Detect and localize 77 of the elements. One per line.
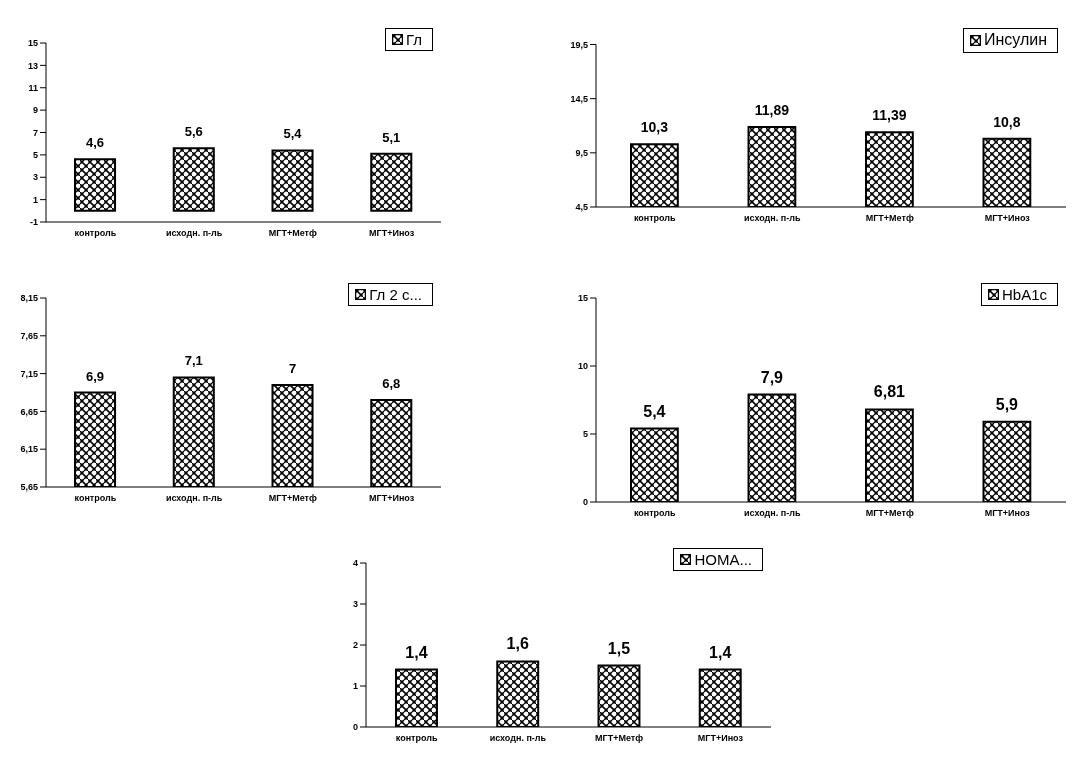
x-tick-label: МГТ+Иноз	[984, 213, 1031, 224]
y-tick-label: 6,15	[20, 444, 38, 455]
y-tick-label: 5,65	[20, 482, 38, 493]
y-tick-label: 3	[32, 172, 38, 183]
y-tick-label: 15	[27, 38, 38, 49]
y-tick-label: 4,5	[575, 202, 588, 213]
y-tick-label: 10	[577, 361, 588, 372]
y-tick-label: 13	[27, 60, 38, 71]
data-label: 11,39	[872, 107, 907, 124]
data-label: 5,4	[643, 402, 666, 420]
y-tick-label: 7	[32, 127, 38, 138]
legend-label: Гл 2 с...	[369, 286, 422, 303]
y-tick-label: 4	[352, 558, 358, 569]
x-tick-label: МГТ+Иноз	[984, 508, 1031, 519]
x-tick-label: МГТ+Метф	[268, 228, 317, 239]
x-tick-label: контроль	[74, 493, 117, 504]
x-tick-label: контроль	[395, 733, 438, 744]
data-label: 10,8	[993, 113, 1021, 130]
bar	[370, 152, 413, 212]
bar	[74, 158, 117, 212]
data-label: 1,5	[607, 639, 631, 657]
x-tick-label: МГТ+Метф	[865, 508, 914, 519]
y-tick-label: 6,65	[20, 406, 38, 417]
legend-label: Гл	[405, 31, 422, 48]
y-tick-label: 19,5	[570, 39, 588, 50]
data-label: 6,81	[873, 383, 906, 401]
y-tick-label: 5	[582, 429, 588, 440]
data-label: 1,4	[709, 643, 732, 661]
y-tick-label: 0	[582, 497, 588, 508]
x-tick-label: МГТ+Метф	[268, 493, 317, 504]
data-label: 7,1	[184, 353, 203, 369]
x-tick-label: контроль	[633, 213, 677, 224]
x-tick-label: исходн. п-ль	[489, 733, 547, 744]
data-label: 10,3	[640, 119, 669, 136]
legend-label: Инсулин	[983, 31, 1047, 49]
y-tick-label: 1	[352, 681, 358, 692]
y-tick-label: 9	[32, 105, 38, 116]
data-label: 7,9	[760, 368, 784, 386]
data-label: 5,9	[995, 395, 1019, 413]
data-label: 11,89	[754, 101, 790, 118]
y-tick-label: 8,15	[20, 293, 38, 304]
bar	[271, 149, 314, 212]
data-label: 4,6	[85, 135, 105, 151]
x-tick-label: МГТ+Иноз	[697, 733, 744, 744]
y-tick-label: 11	[28, 82, 38, 93]
data-label: 5,6	[184, 124, 203, 140]
x-tick-label: контроль	[633, 508, 677, 519]
bar	[172, 147, 215, 212]
x-tick-label: МГТ+Метф	[595, 733, 644, 744]
y-tick-label: 3	[352, 599, 358, 610]
y-tick-label: 0	[352, 722, 358, 733]
x-tick-label: исходн. п-ль	[744, 508, 801, 519]
data-label: 7	[288, 360, 297, 376]
data-label: 5,1	[382, 129, 401, 145]
y-tick-label: 2	[352, 640, 358, 651]
y-tick-label: 9,5	[575, 148, 588, 159]
x-tick-label: исходн. п-ль	[744, 213, 801, 224]
y-tick-label: 5	[32, 150, 38, 161]
x-tick-label: исходн. п-ль	[165, 493, 223, 504]
y-tick-label: 1	[32, 194, 38, 205]
data-label: 5,4	[283, 126, 303, 142]
x-tick-label: МГТ+Метф	[865, 213, 914, 224]
y-tick-label: 15	[577, 293, 588, 304]
data-label: 1,6	[506, 635, 529, 653]
y-tick-label: 7,65	[20, 330, 38, 341]
y-tick-label: 7,15	[20, 368, 38, 379]
data-label: 1,4	[405, 643, 428, 661]
legend-label: HbA1c	[1001, 286, 1047, 303]
x-tick-label: МГТ+Иноз	[369, 228, 415, 239]
x-tick-label: исходн. п-ль	[165, 228, 223, 239]
y-tick-label: 14,5	[570, 93, 588, 104]
y-tick-label: -1	[29, 217, 38, 228]
data-label: 6,9	[85, 368, 105, 384]
x-tick-label: МГТ+Иноз	[369, 493, 415, 504]
data-label: 6,8	[382, 376, 401, 392]
legend-label: HOMA...	[694, 551, 752, 568]
x-tick-label: контроль	[74, 228, 117, 239]
